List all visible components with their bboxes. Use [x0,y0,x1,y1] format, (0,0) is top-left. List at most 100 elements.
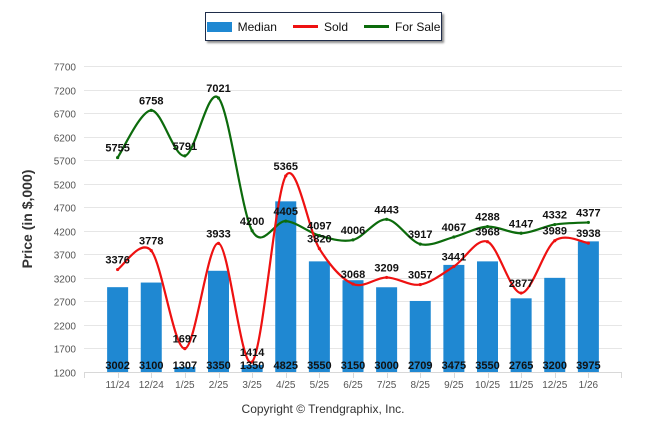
for-sale-point [183,154,187,158]
for-sale-point [418,242,422,246]
for-sale-point [284,219,288,223]
sold-point [553,239,557,243]
copyright-text: Copyright © Trendgraphix, Inc. [241,402,405,416]
y-tick-label: 3700 [54,251,77,262]
y-tick-label: 5700 [54,157,77,168]
sold-data-label: 3778 [139,236,163,248]
median-data-label: 3350 [206,360,230,372]
x-tick-label: 3/25 [242,380,262,391]
sold-point [586,241,590,245]
for-sale-data-label: 4332 [543,210,567,222]
sold-data-label: 3968 [475,227,499,239]
y-tick-label: 3200 [54,275,77,286]
median-bar [477,261,498,372]
for-sale-point [149,108,153,112]
x-tick-label: 6/25 [343,380,363,391]
median-bar [275,201,297,372]
sold-point [351,282,355,286]
for-sale-point [519,231,523,235]
y-tick-label: 2200 [54,322,77,333]
median-data-label: 3200 [543,360,567,372]
median-data-label: 3550 [307,360,331,372]
legend-label-sold: Sold [323,19,349,34]
median-bar [342,280,364,372]
x-tick-label: 12/25 [542,380,567,391]
for-sale-point [485,225,490,229]
median-bar [308,261,330,372]
sold-data-label: 3933 [206,228,230,240]
median-bar [241,364,263,372]
sold-point [183,347,187,351]
for-sale-data-label: 4147 [509,218,533,230]
median-data-label: 3150 [341,360,365,372]
y-tick-label: 4700 [54,204,77,215]
sold-point [485,240,490,244]
series-lines [116,95,590,364]
x-tick-label: 8/25 [411,380,431,391]
median-bar [208,270,229,372]
for-sale-data-label: 4097 [307,221,331,233]
sold-data-label: 3989 [543,226,567,238]
median-data-label: 1350 [240,360,264,372]
for-sale-point [216,96,221,100]
for-sale-point [586,220,590,225]
x-tick-label: 1/26 [579,380,599,391]
for-sale-point [553,222,557,227]
median-bar [409,300,431,372]
gridlines [84,66,622,373]
median-bar [510,298,532,372]
sold-data-label: 5365 [274,161,298,173]
for-sale-point [250,229,254,233]
x-tick-label: 9/25 [444,380,464,391]
legend-label-for-sale: For Sale [395,19,441,34]
x-tick-label: 7/25 [377,380,397,391]
data-labels: 3002 3100 1307 3350 1350 4825 3550 3150 3000 2709… [105,83,600,372]
for-sale-data-label: 4200 [240,216,264,228]
for-sale-data-label: 4443 [374,204,398,216]
median-bar [577,241,599,372]
legend-item-median[interactable]: Median [206,19,277,34]
sold-point [385,275,389,280]
y-axis-ticks: 1200 1700 2200 2700 3200 3700 4200 4700 5200 5700… [54,63,77,380]
sold-point [149,249,153,253]
for-sale-data-label: 4377 [576,207,600,219]
median-bars [107,201,599,372]
y-tick-label: 2700 [54,298,77,309]
y-tick-label: 7200 [54,87,77,98]
median-data-label: 3975 [576,360,600,372]
y-tick-label: 1200 [54,369,77,380]
y-tick-label: 6200 [54,134,77,145]
legend: Median Sold For Sale [205,12,442,41]
y-tick-label: 1700 [54,345,77,356]
x-tick-label: 4/25 [276,380,296,391]
legend-item-sold[interactable]: Sold [292,19,349,34]
sold-data-label: 2877 [509,278,533,290]
x-tick-label: 5/25 [310,380,330,391]
median-data-label: 1307 [173,360,197,372]
median-data-label: 3550 [475,360,499,372]
legend-label-median: Median [237,19,277,34]
legend-item-for-sale[interactable]: For Sale [364,20,440,34]
for-sale-data-label: 4006 [341,225,365,237]
sold-point [216,241,221,245]
x-tick-label: 11/24 [105,380,130,391]
sold-data-label: 3068 [341,269,365,281]
for-sale-swatch [364,25,390,28]
median-bar [107,287,129,372]
sold-data-label: 3209 [374,262,398,274]
median-data-label: 3100 [139,360,163,372]
for-sale-data-label: 4288 [475,212,499,224]
for-sale-data-label: 5791 [173,141,197,153]
for-sale-point [385,217,389,221]
sold-data-label: 3938 [576,228,600,240]
median-bar [140,282,162,372]
y-tick-label: 4200 [54,228,77,239]
sold-point [519,291,523,295]
median-bar [376,287,398,372]
median-data-label: 3475 [442,360,466,372]
median-data-label: 3000 [374,360,398,372]
median-bar [443,264,465,372]
x-axis: 11/24 12/24 1/25 2/25 3/25 4/25 5/25 6/25 7/25 8/… [84,372,622,391]
sold-point [116,267,120,272]
y-tick-label: 6700 [54,110,77,121]
